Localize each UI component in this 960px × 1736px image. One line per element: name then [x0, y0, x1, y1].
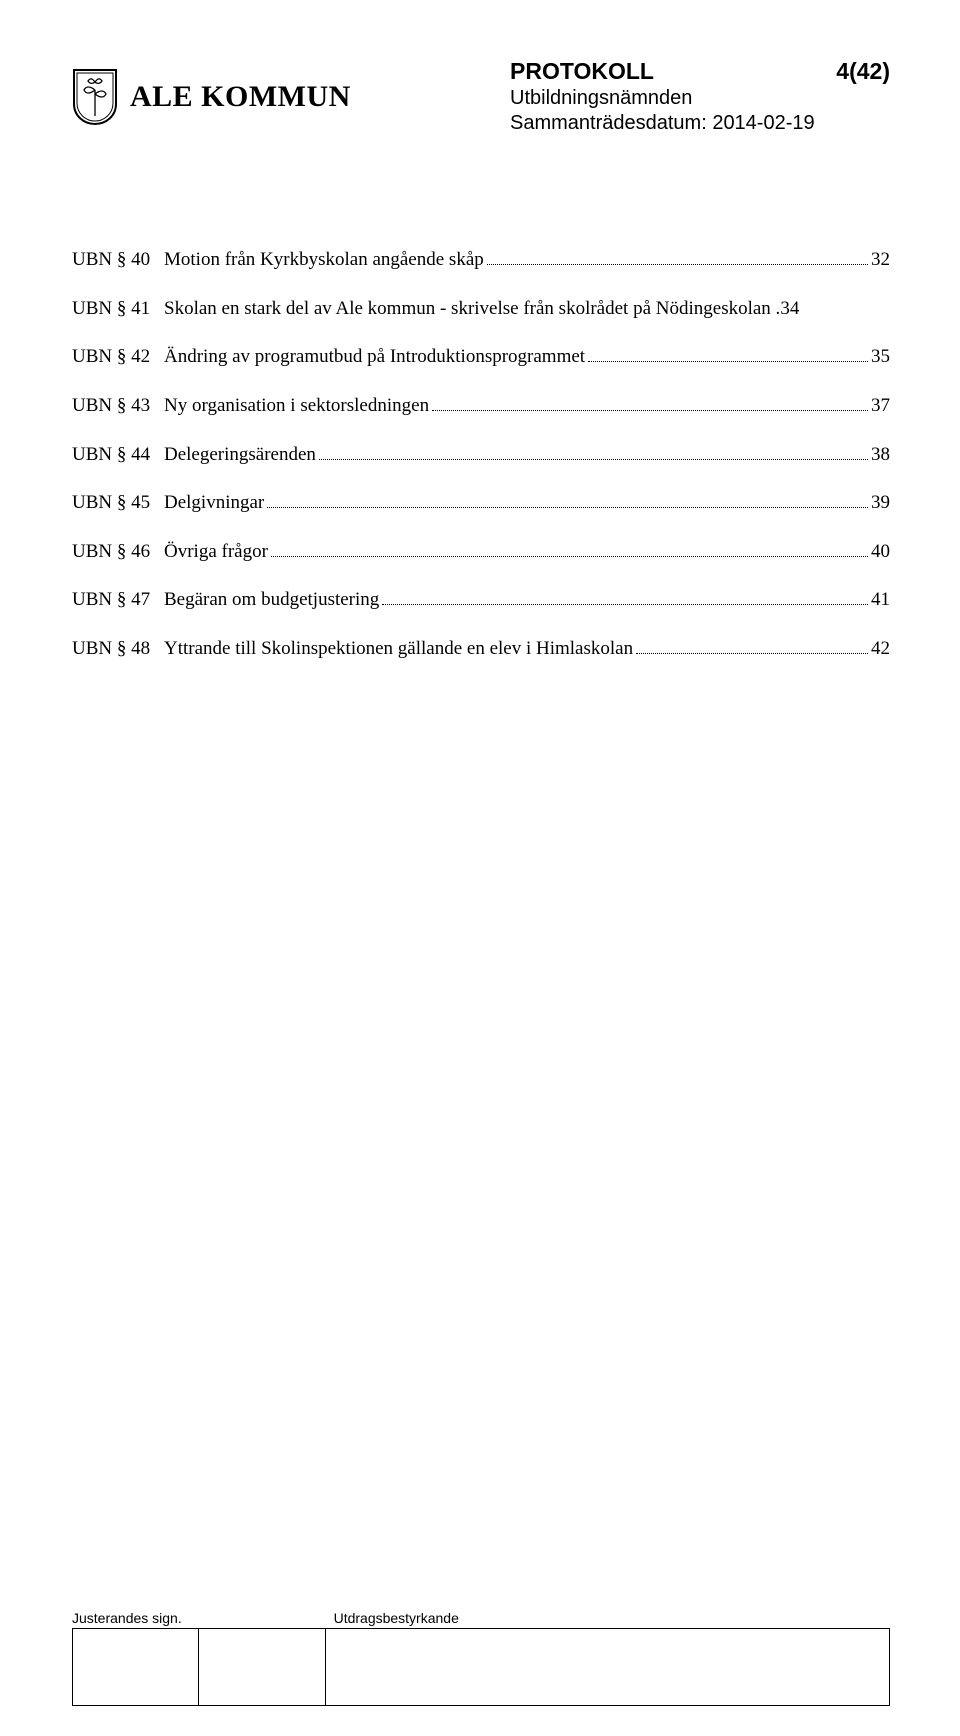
protokoll-label: PROTOKOLL — [510, 58, 654, 85]
toc-leader-dots — [271, 556, 868, 557]
toc-first-line: UBN § 41 Skolan en stark del av Ale komm… — [72, 296, 890, 322]
toc-item-title: Delgivningar — [164, 490, 264, 516]
toc-item-page: 39 — [871, 490, 890, 516]
toc-leader-dots — [382, 604, 868, 605]
signature-box-3 — [326, 1629, 889, 1705]
toc-item-label: UBN § 43 — [72, 393, 164, 419]
toc-item-title: Motion från Kyrkbyskolan angående skåp — [164, 247, 484, 273]
table-of-contents: UBN § 40 Motion från Kyrkbyskolan angåen… — [72, 247, 890, 662]
toc-item-page: 35 — [871, 344, 890, 370]
toc-leader-dots — [487, 264, 868, 265]
toc-row: UBN § 45 Delgivningar 39 — [72, 490, 890, 516]
toc-row: UBN § 42 Ändring av programutbud på Intr… — [72, 344, 890, 370]
toc-item-label: UBN § 45 — [72, 490, 164, 516]
toc-item-label: UBN § 44 — [72, 442, 164, 468]
footer-label-justerandes: Justerandes sign. — [72, 1610, 326, 1626]
toc-leader-dots — [636, 653, 868, 654]
toc-row: UBN § 44 Delegeringsärenden 38 — [72, 442, 890, 468]
toc-item-label: UBN § 40 — [72, 247, 164, 273]
toc-item-title: Ny organisation i sektorsledningen — [164, 393, 429, 419]
toc-item-page: 42 — [871, 636, 890, 662]
footer-label-utdrag: Utdragsbestyrkande — [326, 1610, 890, 1626]
logo-block: ALE KOMMUN — [72, 58, 351, 126]
toc-item-label: UBN § 47 — [72, 587, 164, 613]
toc-item-page: 37 — [871, 393, 890, 419]
municipality-shield-icon — [72, 68, 118, 126]
document-header: ALE KOMMUN PROTOKOLL 4(42) Utbildningsnä… — [72, 58, 890, 135]
document-page: ALE KOMMUN PROTOKOLL 4(42) Utbildningsnä… — [0, 0, 960, 1736]
signature-boxes — [72, 1628, 890, 1706]
toc-leader-dots — [588, 361, 868, 362]
toc-row: UBN § 43 Ny organisation i sektorslednin… — [72, 393, 890, 419]
toc-item-label: UBN § 46 — [72, 539, 164, 565]
toc-item-title: Delegeringsärenden — [164, 442, 316, 468]
meeting-date: Sammanträdesdatum: 2014-02-19 — [510, 112, 890, 135]
committee-name: Utbildningsnämnden — [510, 87, 890, 110]
toc-item-title: Begäran om budgetjustering — [164, 587, 379, 613]
toc-item-title: Yttrande till Skolinspektionen gällande … — [164, 636, 633, 662]
protocol-header-block: PROTOKOLL 4(42) Utbildningsnämnden Samma… — [510, 58, 890, 135]
footer-signature-area: Justerandes sign. Utdragsbestyrkande — [72, 1610, 890, 1706]
signature-box-1 — [73, 1629, 199, 1705]
toc-item-title: Skolan en stark del av Ale kommun - skri… — [164, 298, 780, 319]
toc-leader-dots — [319, 459, 868, 460]
toc-item-page: 38 — [871, 442, 890, 468]
protocol-title-line: PROTOKOLL 4(42) — [510, 58, 890, 85]
toc-row: UBN § 41 Skolan en stark del av Ale komm… — [72, 296, 890, 322]
toc-row: UBN § 40 Motion från Kyrkbyskolan angåen… — [72, 247, 890, 273]
org-name: ALE KOMMUN — [130, 80, 351, 114]
footer-labels: Justerandes sign. Utdragsbestyrkande — [72, 1610, 890, 1626]
toc-item-label: UBN § 48 — [72, 636, 164, 662]
toc-item-label: UBN § 41 — [72, 296, 164, 322]
toc-leader-dots — [432, 410, 868, 411]
toc-row: UBN § 46 Övriga frågor 40 — [72, 539, 890, 565]
toc-item-title: Övriga frågor — [164, 539, 268, 565]
toc-item-label: UBN § 42 — [72, 344, 164, 370]
page-indicator: 4(42) — [836, 58, 890, 85]
toc-leader-dots — [267, 507, 868, 508]
signature-box-2 — [199, 1629, 325, 1705]
toc-item-page: 34 — [780, 298, 799, 319]
toc-item-page: 40 — [871, 539, 890, 565]
toc-item-page: 32 — [871, 247, 890, 273]
toc-row: UBN § 48 Yttrande till Skolinspektionen … — [72, 636, 890, 662]
toc-item-page: 41 — [871, 587, 890, 613]
toc-item-title: Ändring av programutbud på Introduktions… — [164, 344, 585, 370]
toc-row: UBN § 47 Begäran om budgetjustering 41 — [72, 587, 890, 613]
